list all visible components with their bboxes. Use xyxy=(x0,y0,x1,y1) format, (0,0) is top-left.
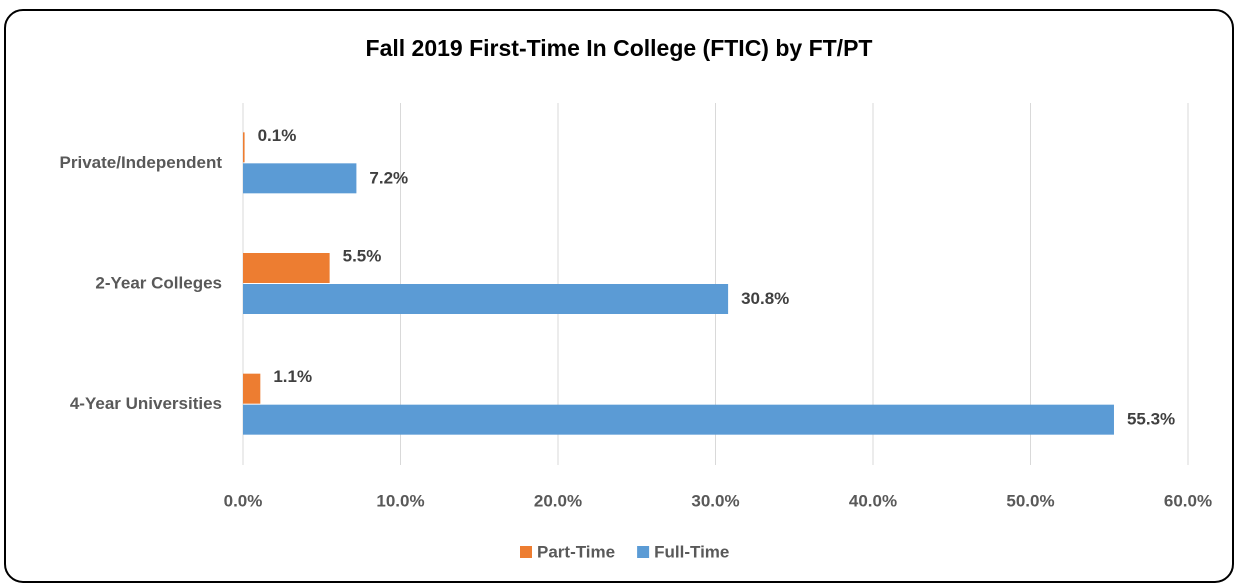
x-tick-label: 30.0% xyxy=(691,491,739,510)
legend-swatch xyxy=(520,546,532,558)
bar xyxy=(243,284,729,314)
bar xyxy=(243,253,330,283)
y-tick-label: 2-Year Colleges xyxy=(95,273,222,292)
x-tick-label: 0.0% xyxy=(224,491,263,510)
x-tick-label: 20.0% xyxy=(534,491,582,510)
data-label: 55.3% xyxy=(1127,410,1175,429)
legend-label: Part-Time xyxy=(537,542,615,561)
data-label: 30.8% xyxy=(741,289,789,308)
y-tick-label: 4-Year Universities xyxy=(70,394,222,413)
chart-title: Fall 2019 First-Time In College (FTIC) b… xyxy=(366,35,873,61)
data-label: 1.1% xyxy=(273,367,312,386)
x-tick-label: 50.0% xyxy=(1006,491,1054,510)
x-tick-label: 40.0% xyxy=(849,491,897,510)
bar xyxy=(243,373,261,404)
x-tick-label: 60.0% xyxy=(1164,491,1212,510)
data-label: 7.2% xyxy=(369,168,408,187)
x-tick-label: 10.0% xyxy=(376,491,424,510)
y-tick-label: Private/Independent xyxy=(60,153,223,172)
legend-label: Full-Time xyxy=(654,542,729,561)
data-label: 0.1% xyxy=(258,126,297,145)
bar xyxy=(243,163,357,194)
bar xyxy=(243,132,245,163)
data-label: 5.5% xyxy=(343,246,382,265)
bar xyxy=(243,404,1114,435)
legend-swatch xyxy=(637,546,650,558)
